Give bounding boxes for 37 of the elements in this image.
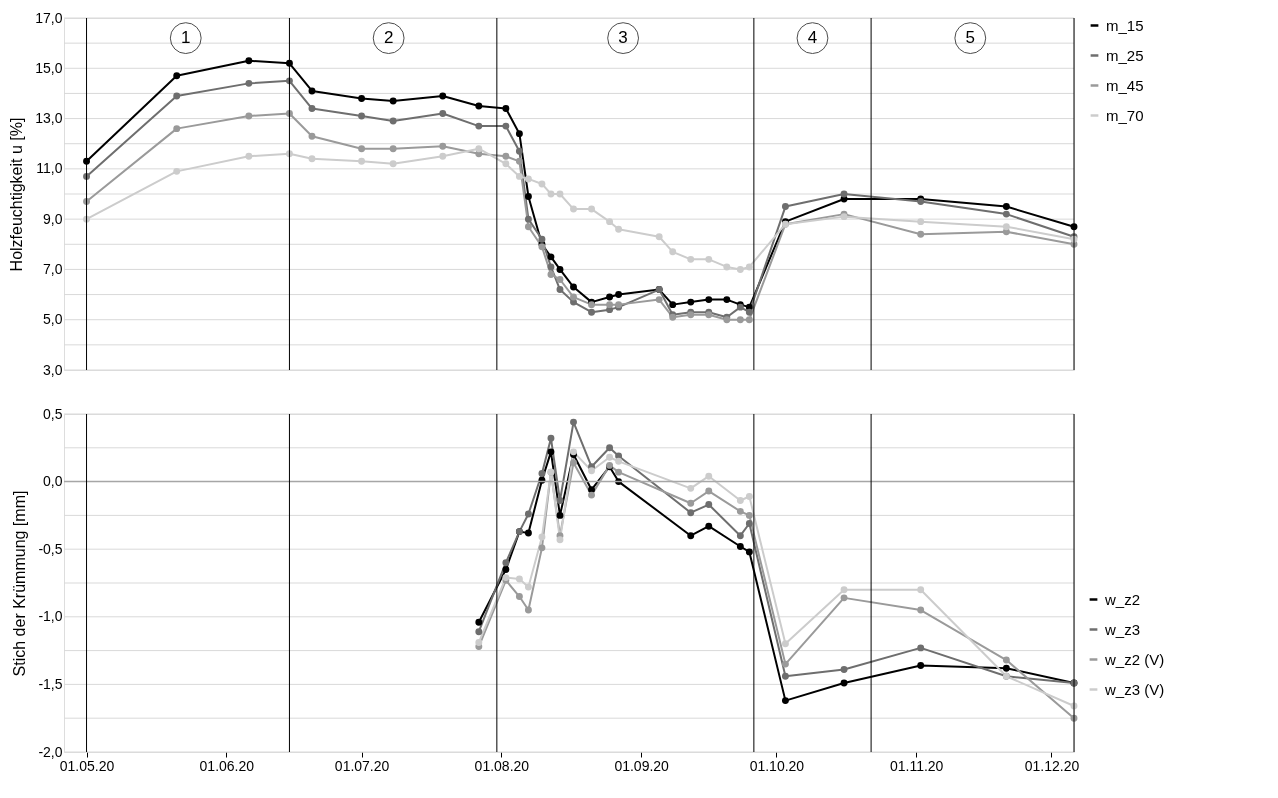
y-tick-label: 3,0 [43,361,63,378]
y-tick-label: 0,0 [43,473,63,490]
y-tick-label: 11,0 [36,160,63,177]
y-axis-title: Holzfeuchtigkeit u [%] [8,117,26,272]
y-tick-label: 9,0 [43,210,63,227]
x-tick-label: 01.10.20 [749,757,805,774]
annotation: 4 [807,28,818,48]
y-axis-title: Stich der Krümmung [mm] [11,490,29,677]
y-tick-label: 0,5 [43,405,63,422]
annotation: 5 [965,28,976,48]
legend-label: m_70 [1106,106,1144,124]
x-tick-label: 01.09.20 [614,757,670,774]
annotation: 1 [181,28,191,48]
legend-label: w_z2 (V) [1104,650,1165,668]
legend-label: w_z3 (V) [1104,680,1165,698]
y-tick-label: 7,0 [43,260,63,277]
y-tick-label: 5,0 [43,311,63,328]
x-tick-label: 01.07.20 [334,757,390,774]
legend-label: m_25 [1106,46,1144,64]
annotation: 2 [383,28,394,48]
x-tick-label: 01.05.20 [59,757,115,774]
x-tick-label: 01.12.20 [1024,757,1080,774]
x-tick-label: 01.06.20 [199,757,255,774]
annotation: 3 [618,28,628,48]
y-tick-label: 13,0 [35,110,63,127]
y-tick-label: -1,0 [38,608,63,625]
y-tick-label: -0,5 [38,540,63,557]
legend-label: w_z2 [1104,590,1141,608]
legend-label: m_45 [1106,76,1144,94]
y-tick-label: 17,0 [35,9,63,26]
x-tick-label: 01.08.20 [474,757,530,774]
x-tick-label: 01.11.20 [889,757,944,774]
y-tick-label: -2,0 [38,743,63,760]
y-tick-label: 15,0 [35,59,63,76]
legend-label: m_15 [1106,16,1144,34]
y-tick-label: -1,5 [38,675,63,692]
legend-label: w_z3 [1104,620,1141,638]
